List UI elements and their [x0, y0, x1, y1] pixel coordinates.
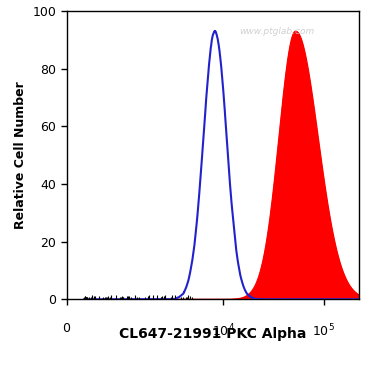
Y-axis label: Relative Cell Number: Relative Cell Number	[14, 81, 27, 229]
Text: 0: 0	[63, 322, 71, 335]
Text: www.ptglab.com: www.ptglab.com	[239, 27, 314, 36]
Text: $10^5$: $10^5$	[312, 322, 335, 339]
X-axis label: CL647-21991 PKC Alpha: CL647-21991 PKC Alpha	[119, 327, 306, 341]
Text: $10^4$: $10^4$	[212, 322, 235, 339]
